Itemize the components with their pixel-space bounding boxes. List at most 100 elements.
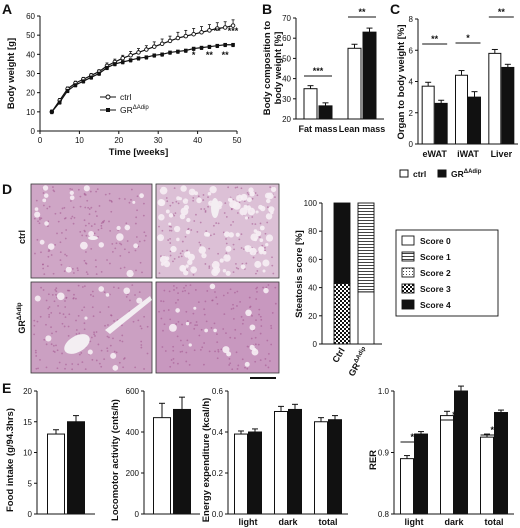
bar-ctrl [421,85,435,145]
nucleus [92,295,95,298]
nucleus [67,334,70,337]
nucleus [259,332,262,335]
nucleus [119,267,122,270]
panel-label-e: E [2,380,11,396]
nucleus [205,320,208,323]
nucleus [104,324,106,327]
lipid-droplet [185,264,189,268]
nucleus [102,220,104,223]
nucleus [199,244,202,246]
data-point-gr [73,83,78,87]
nucleus [65,296,68,299]
organ-weight-chart: 0 2 4 6 8 eWAT ** iWAT * Liver ** Organ to body wei… [396,7,518,179]
nucleus [71,267,74,270]
nucleus [214,291,216,293]
nucleus [200,208,203,210]
nucleus [256,290,258,293]
nucleus [242,248,245,251]
y-tick-label: 15 [23,418,32,427]
panel-label-d: D [2,181,12,197]
lipid-droplet [249,344,255,351]
liver-histology-gr-low [30,281,153,374]
nucleus [161,346,164,348]
lipid-droplet [83,185,90,192]
nucleus [227,186,230,189]
nucleus [124,198,126,200]
nucleus [239,332,242,335]
nucleus [100,222,103,225]
nucleus [267,352,270,355]
lipid-droplet [213,328,217,333]
nucleus [46,265,49,268]
y-tick-label: 10 [23,449,32,458]
nucleus [246,367,249,370]
lipid-droplet [39,239,45,245]
nucleus [77,314,80,317]
nucleus [245,262,248,265]
nucleus [274,196,276,198]
significance-marker: ** [206,50,214,60]
data-point-gr [57,100,62,105]
nucleus [143,202,145,205]
nucleus [210,326,213,329]
lipid-droplet [222,269,227,273]
lipid-droplet [65,266,72,273]
nucleus [77,284,80,287]
nucleus [199,221,202,224]
nucleus [259,315,262,318]
nucleus [83,328,86,331]
nucleus [174,212,177,215]
nucleus [45,366,48,369]
nucleus [57,220,60,223]
significance-marker: ** [222,50,230,60]
lipid-droplet [165,256,170,261]
data-point-gr [215,43,220,48]
lipid-droplet [240,193,248,201]
data-point-gr [65,88,70,93]
food-intake-chart: 0 5 10 15 20 Food intake (g/94.3hrs) [5,387,95,519]
nucleus [61,207,64,210]
nucleus [94,210,97,213]
nucleus [199,349,202,351]
nucleus [186,249,188,252]
y-tick-label: 6 [409,46,414,55]
nucleus [134,366,137,369]
nucleus [50,343,53,346]
nucleus [78,332,81,335]
y-axis-label: Food intake (g/94.3hrs) [5,408,16,512]
nucleus [80,352,83,354]
legend-label-ctrl: ctrl [120,92,131,102]
nucleus [37,367,39,370]
nucleus [90,247,93,250]
lipid-droplet [180,185,187,192]
nucleus [77,188,80,191]
nucleus [233,248,235,251]
nucleus [236,290,239,293]
nucleus [33,333,36,336]
nucleus [238,238,241,241]
nucleus [83,259,86,262]
nucleus [194,324,197,327]
lipid-droplet [157,198,165,207]
lipid-droplet [168,222,172,226]
nucleus [38,222,41,225]
lipid-droplet [209,186,217,194]
nucleus [132,320,135,323]
nucleus [99,311,102,314]
legend-label-ctrl: ctrl [413,169,426,179]
lipid-droplet [163,260,171,268]
legend-label: Score 3 [420,284,451,294]
lipid-droplet [255,230,262,237]
nucleus [51,332,53,335]
lipid-droplet [79,241,88,250]
nucleus [254,360,257,363]
nucleus [235,266,238,269]
nucleus [171,201,174,204]
nucleus [254,192,257,194]
significance-marker: * [192,50,196,60]
nucleus [88,222,90,225]
bar-gr [468,96,481,145]
nucleus [125,295,128,298]
lipid-droplet [245,309,252,317]
nucleus [223,212,226,214]
